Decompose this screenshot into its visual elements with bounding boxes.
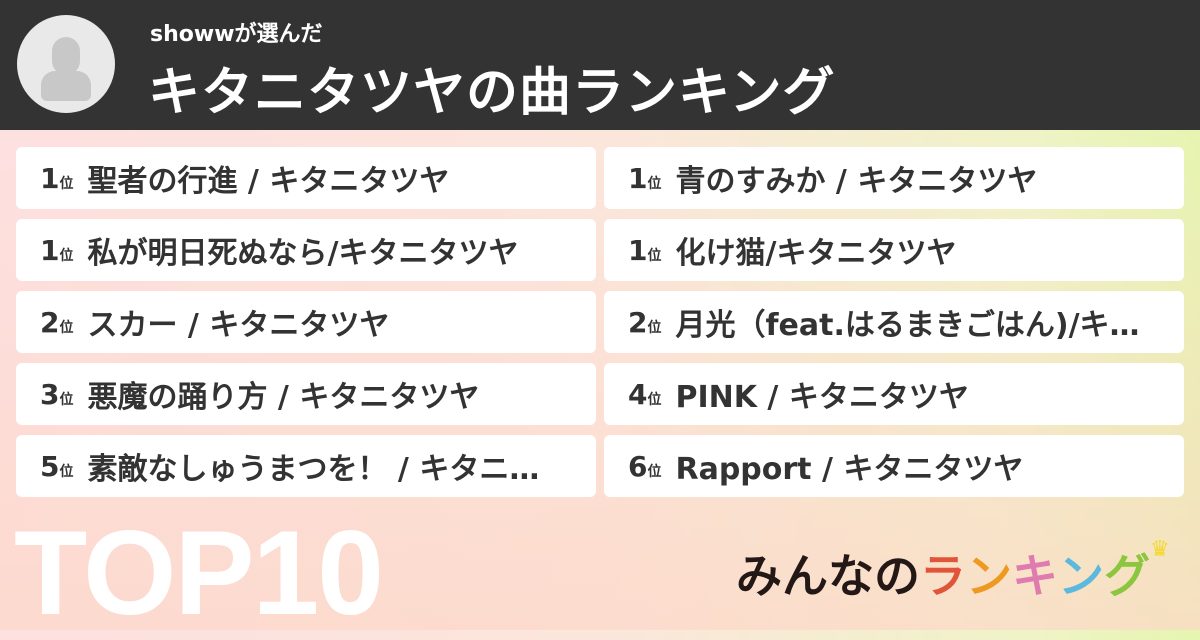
- song-title: 素敵なしゅうまつを！ / キタニタツヤ: [87, 452, 568, 487]
- ranking-item[interactable]: 1位 化け猫/キタニタツヤ: [604, 219, 1184, 281]
- rank-number: 1位: [628, 233, 662, 267]
- rank-number: 4位: [628, 377, 662, 411]
- avatar: [17, 15, 115, 113]
- rank-number: 5位: [40, 449, 74, 483]
- page-title: キタニタツヤの曲ランキング: [148, 63, 836, 123]
- ranking-item[interactable]: 2位 スカー / キタニタツヤ: [16, 291, 596, 353]
- subtitle: showwが選んだ: [150, 22, 323, 47]
- rank-number: 1位: [628, 161, 662, 195]
- song-title: PINK / キタニタツヤ: [675, 380, 969, 415]
- song-title: 月光（feat.はるまきごはん)/キタニタツヤ: [675, 308, 1155, 343]
- logo-char: ン: [1058, 549, 1104, 603]
- ranking-item[interactable]: 3位 悪魔の踊り方 / キタニタツヤ: [16, 363, 596, 425]
- song-title: 悪魔の踊り方 / キタニタツヤ: [87, 380, 480, 415]
- logo-char: グ: [1104, 549, 1150, 603]
- crown-icon: ♛: [1150, 537, 1170, 562]
- song-title: スカー / キタニタツヤ: [87, 308, 390, 343]
- site-logo: みんなのランキング: [736, 540, 1150, 606]
- song-title: Rapport / キタニタツヤ: [675, 452, 1024, 487]
- logo-char: ン: [966, 549, 1012, 603]
- logo-char: ラ: [920, 549, 966, 603]
- header: showwが選んだ キタニタツヤの曲ランキング: [0, 0, 1200, 130]
- logo-text: みんなの: [736, 549, 920, 603]
- ranking-item[interactable]: 6位 Rapport / キタニタツヤ: [604, 435, 1184, 497]
- top10-badge: TOP10: [14, 506, 384, 640]
- ranking-item[interactable]: 1位 青のすみか / キタニタツヤ: [604, 147, 1184, 209]
- rank-number: 3位: [40, 377, 74, 411]
- rank-number: 1位: [40, 233, 74, 267]
- ranking-item[interactable]: 5位 素敵なしゅうまつを！ / キタニタツヤ: [16, 435, 596, 497]
- song-title: 私が明日死ぬなら/キタニタツヤ: [87, 236, 519, 271]
- song-title: 青のすみか / キタニタツヤ: [675, 164, 1038, 199]
- ranking-item[interactable]: 1位 聖者の行進 / キタニタツヤ: [16, 147, 596, 209]
- rank-number: 6位: [628, 449, 662, 483]
- rank-number: 1位: [40, 161, 74, 195]
- rank-number: 2位: [628, 305, 662, 339]
- ranking-item[interactable]: 1位 私が明日死ぬなら/キタニタツヤ: [16, 219, 596, 281]
- song-title: 聖者の行進 / キタニタツヤ: [87, 164, 450, 199]
- rank-number: 2位: [40, 305, 74, 339]
- logo-char: キ: [1012, 549, 1058, 603]
- song-title: 化け猫/キタニタツヤ: [675, 236, 957, 271]
- ranking-item[interactable]: 4位 PINK / キタニタツヤ: [604, 363, 1184, 425]
